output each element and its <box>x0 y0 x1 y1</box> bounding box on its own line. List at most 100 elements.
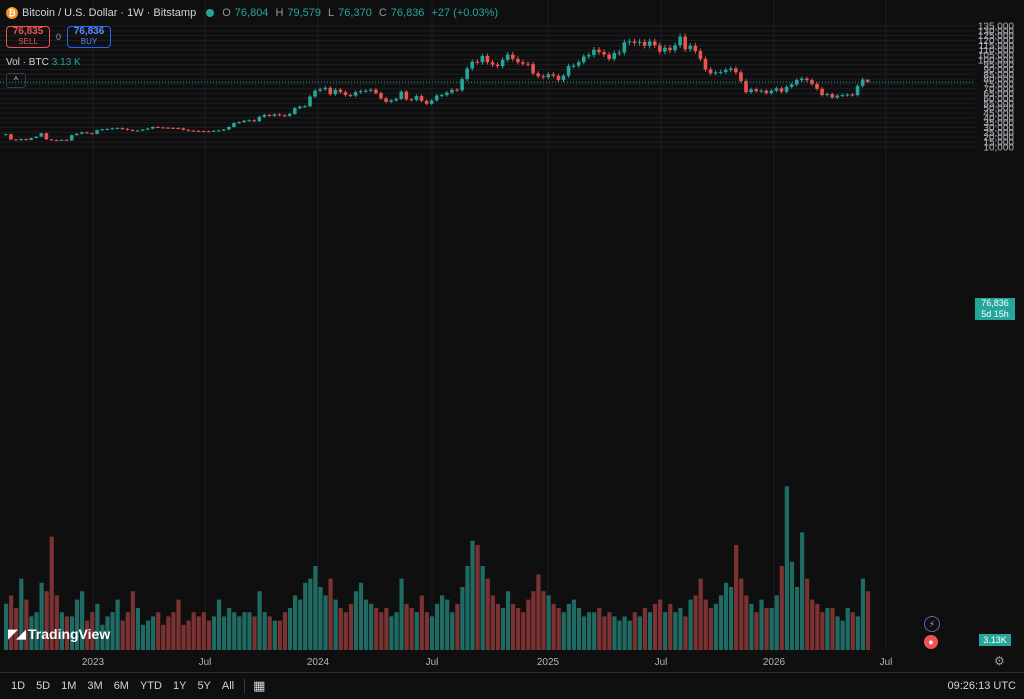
y-tick-label: 70,000 <box>983 84 1014 95</box>
volume-bar <box>678 608 683 650</box>
volume-bar <box>287 608 293 650</box>
candle-body <box>475 61 480 63</box>
high-label: H <box>275 7 284 19</box>
volume-bar <box>581 616 587 650</box>
candle-body <box>511 54 515 59</box>
volume-bar <box>511 603 516 650</box>
volume-bar <box>455 603 460 650</box>
candle-body <box>718 71 723 73</box>
candle-body <box>546 74 551 78</box>
volume-bar <box>186 620 191 650</box>
volume-bar <box>632 612 637 650</box>
volume-bar <box>105 616 110 650</box>
tradingview-logo[interactable]: ◤◢ TradingView <box>8 626 110 642</box>
market-status-icon[interactable] <box>206 9 215 17</box>
volume-bar <box>384 608 389 650</box>
volume-bar <box>734 545 739 650</box>
volume-bar <box>216 599 222 650</box>
candle-body <box>789 84 794 87</box>
x-tick-label: 2026 <box>763 657 786 668</box>
candle-body <box>693 45 698 52</box>
clock-time[interactable]: 09:26:13 UTC <box>947 680 1016 692</box>
candle-body <box>69 135 74 141</box>
range-1y[interactable]: 1Y <box>172 680 187 692</box>
price-axis[interactable]: 135,000130,000125,000120,000115,000110,0… <box>978 22 1015 154</box>
settings-gear-icon[interactable]: ⚙ <box>994 654 1005 668</box>
range-1m[interactable]: 1M <box>61 680 77 692</box>
candle-body <box>156 126 160 128</box>
calendar-icon[interactable]: ▦ <box>253 678 266 693</box>
candle-body <box>602 52 606 55</box>
volume-bar <box>784 486 789 650</box>
range-ytd[interactable]: YTD <box>139 680 162 692</box>
volume-bar <box>592 612 597 650</box>
candle-body <box>227 126 231 130</box>
candle-body <box>9 134 13 140</box>
volume-bar <box>429 616 435 650</box>
volume-bar <box>622 616 627 650</box>
volume-bar <box>774 595 779 650</box>
range-6m[interactable]: 6M <box>113 680 129 692</box>
bottom-toolbar: 1D 5D 1M 3M 6M YTD 1Y 5Y All ▦ 09:26:13 … <box>0 672 1024 699</box>
candle-body <box>637 41 642 43</box>
range-5d[interactable]: 5D <box>36 680 51 692</box>
volume-bar <box>257 591 262 650</box>
candle-body <box>176 128 180 130</box>
symbol-title[interactable]: Bitcoin / U.S. Dollar · 1W · Bitstamp <box>22 7 197 19</box>
us-flag-icon[interactable]: ● <box>924 635 938 649</box>
lightning-icon[interactable]: ⚡ <box>924 616 940 632</box>
volume-bar <box>546 595 551 650</box>
volume-bar <box>303 582 308 650</box>
candle-body <box>820 88 824 96</box>
volume-legend[interactable]: Vol · BTC 3.13 K <box>6 57 81 68</box>
toolbar-divider <box>244 679 246 693</box>
volume-bars <box>4 486 871 650</box>
candle-body <box>500 59 505 67</box>
candle-body <box>810 80 814 84</box>
volume-bar <box>424 612 430 650</box>
candle-body <box>774 88 779 91</box>
candle-body <box>729 68 733 70</box>
volume-bar <box>151 616 156 650</box>
range-3m[interactable]: 3M <box>87 680 103 692</box>
volume-bar <box>409 608 414 650</box>
volume-bar <box>658 599 663 650</box>
volume-bar <box>298 599 303 650</box>
candle-body <box>607 54 611 59</box>
candle-body <box>80 132 84 134</box>
volume-bar <box>389 616 394 650</box>
candle-body <box>541 76 546 78</box>
volume-bar <box>769 608 774 650</box>
buy-button[interactable]: 76,836 BUY <box>67 26 112 48</box>
candle-body <box>561 75 566 81</box>
volume-bar <box>100 624 105 650</box>
volume-bar <box>414 612 419 650</box>
candle-body <box>419 96 424 101</box>
candle-body <box>617 52 622 54</box>
range-all[interactable]: All <box>221 680 235 692</box>
range-1d[interactable]: 1D <box>11 680 26 692</box>
collapse-legend-icon[interactable]: ^ <box>6 73 26 88</box>
volume-bar <box>652 603 658 650</box>
time-axis[interactable]: 2023 Jul 2024 Jul 2025 Jul 2026 Jul <box>82 657 893 668</box>
candle-body <box>825 94 829 96</box>
x-tick-label: Jul <box>426 657 439 668</box>
volume-bar <box>531 591 536 650</box>
range-5y[interactable]: 5Y <box>197 680 211 692</box>
candle-body <box>247 120 251 122</box>
candle-body <box>216 130 221 132</box>
candle-body <box>4 134 8 136</box>
sell-button[interactable]: 76,835 SELL <box>6 26 50 48</box>
candle-body <box>627 41 632 43</box>
grid-lines <box>0 0 975 650</box>
candle-body <box>632 41 637 43</box>
volume-bar <box>805 578 810 650</box>
volume-bar <box>835 616 840 650</box>
candle-body <box>566 66 571 76</box>
candle-body <box>145 128 150 130</box>
candle-body <box>440 95 444 97</box>
candle-body <box>404 91 409 100</box>
candle-body <box>526 63 530 65</box>
volume-bar <box>850 612 855 650</box>
